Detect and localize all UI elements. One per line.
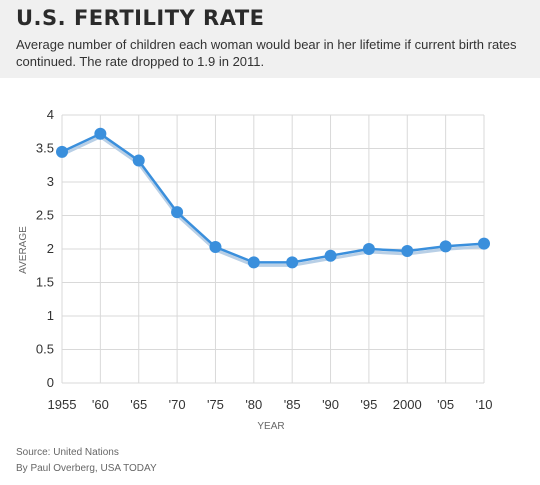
chart-header: U.S. FERTILITY RATE Average number of ch… [0,0,540,78]
data-point-4[interactable] [209,240,222,253]
x-tick-label: '90 [322,397,339,412]
y-tick-label: 3.5 [36,141,54,156]
x-tick-label: '85 [284,397,301,412]
data-point-8[interactable] [362,243,375,255]
source-note: Source: United Nations [16,447,119,458]
x-tick-label: 1955 [48,397,77,412]
x-tick-label: '10 [476,397,493,412]
y-tick-label: 1 [47,308,54,323]
y-tick-label: 4 [47,107,54,122]
data-point-1[interactable] [94,127,107,140]
data-point-0[interactable] [56,145,68,158]
series-line-path [61,132,485,264]
y-tick-label: 0 [47,375,54,390]
data-point-10[interactable] [439,240,452,253]
x-tick-label: '70 [169,397,186,412]
series-points [56,127,490,269]
data-point-9[interactable] [401,245,414,258]
data-point-11[interactable] [478,237,490,250]
x-tick-label: '80 [245,397,262,412]
data-point-2[interactable] [132,154,145,167]
credit-note: By Paul Overberg, USA TODAY [16,463,157,474]
y-axis-label: AVERAGE [18,226,29,274]
y-tick-label: 2.5 [36,208,54,223]
chart-subtitle: Average number of children each woman wo… [16,37,517,69]
x-tick-label: '75 [207,397,224,412]
x-axis-label: YEAR [257,421,284,432]
y-tick-label: 0.5 [36,342,54,357]
y-axis-ticks: 0 0.5 1 1.5 2 2.5 3 3.5 4 [36,107,54,390]
x-axis-ticks: 1955 '60 '65 '70 '75 '80 '85 '90 '95 2000 '05 '10 [48,397,493,412]
data-point-6[interactable] [286,256,299,269]
fertility-line-chart: 0 0.5 1 1.5 2 2.5 3 3.5 4 1955 '60 '65 '70 '75 '80 '85… [18,107,493,432]
series-line-shadow [61,135,485,267]
series-line [61,132,485,267]
x-tick-label: '05 [437,397,454,412]
y-tick-label: 1.5 [36,275,54,290]
x-tick-label: '60 [92,397,109,412]
y-tick-label: 3 [47,174,54,189]
x-tick-label: '95 [360,397,377,412]
data-point-3[interactable] [171,206,184,219]
x-tick-label: 2000 [393,397,422,412]
x-tick-label: '65 [130,397,147,412]
data-point-7[interactable] [324,249,337,262]
y-tick-label: 2 [47,241,54,256]
chart-title: U.S. FERTILITY RATE [16,6,265,30]
data-point-5[interactable] [247,256,260,269]
